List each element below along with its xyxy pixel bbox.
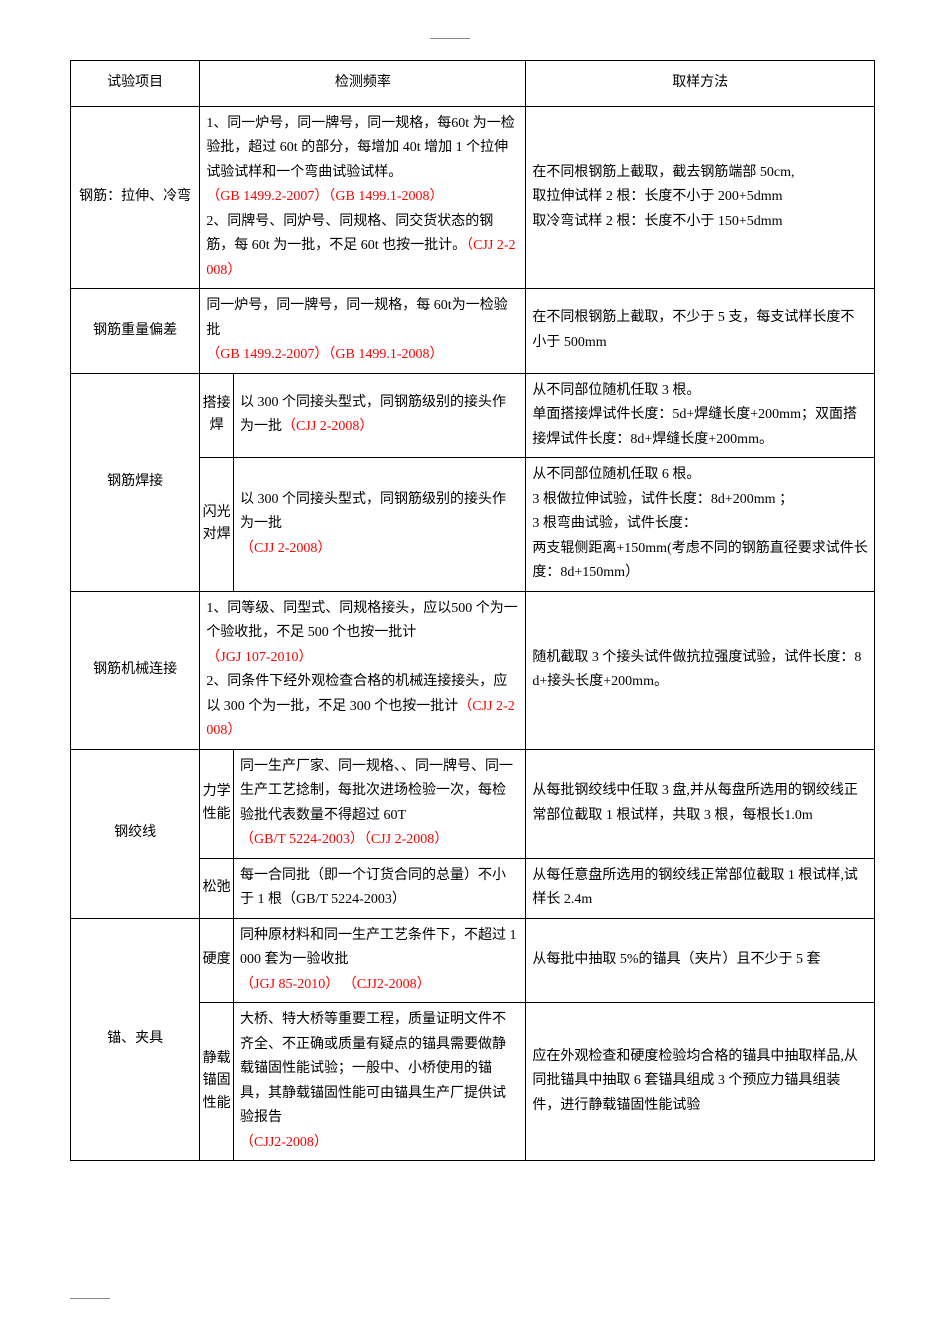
item-cell: 钢筋焊接 (71, 373, 200, 591)
freq-text: 1、同一炉号，同一牌号，同一规格，每60t 为一检验批，超过 60t 的部分，每… (206, 116, 514, 180)
sub-cell: 松弛 (200, 858, 234, 918)
sub-cell: 搭接焊 (200, 373, 234, 458)
method-cell: 从每任意盘所选用的钢绞线正常部位截取 1 根试样,试样长 2.4m (526, 858, 875, 918)
freq-cell: 同一生产厂家、同一规格、、同一牌号、同一生产工艺捻制，每批次进场检验一次，每检验… (234, 749, 526, 858)
table-row: 钢筋重量偏差 同一炉号，同一牌号，同一规格，每 60t为一检验批 （GB 149… (71, 289, 875, 374)
header-method: 取样方法 (526, 61, 875, 107)
main-table: 试验项目 检测频率 取样方法 钢筋：拉伸、冷弯 1、同一炉号，同一牌号，同一规格… (70, 60, 875, 1161)
freq-cell: 以 300 个同接头型式，同钢筋级别的接头作为一批（CJJ 2-2008） (234, 373, 526, 458)
freq-ref: （CJJ2-2008） (240, 1135, 328, 1150)
freq-text: 同一炉号，同一牌号，同一规格，每 60t为一检验批 (206, 298, 507, 338)
item-cell: 钢筋：拉伸、冷弯 (71, 106, 200, 289)
sub-cell: 静载锚固性能 (200, 1003, 234, 1161)
freq-text: 2、同牌号、同炉号、同规格、同交货状态的钢筋，每 60t 为一批，不足 60t … (206, 214, 493, 254)
method-cell: 在不同根钢筋上截取，不少于 5 支，每支试样长度不小于 500mm (526, 289, 875, 374)
method-text: 取冷弯试样 2 根：长度不小于 150+5dmm (532, 214, 782, 229)
item-cell: 钢筋重量偏差 (71, 289, 200, 374)
item-cell: 钢筋机械连接 (71, 591, 200, 749)
method-cell: 从不同部位随机任取 3 根。 单面搭接焊试件长度：5d+焊缝长度+200mm；双… (526, 373, 875, 458)
method-cell: 从每批钢绞线中任取 3 盘,并从每盘所选用的钢绞线正常部位截取 1 根试样，共取… (526, 749, 875, 858)
table-row: 钢筋机械连接 1、同等级、同型式、同规格接头，应以500 个为一个验收批，不足 … (71, 591, 875, 749)
method-cell: 应在外观检查和硬度检验均合格的锚具中抽取样品,从同批锚具中抽取 6 套锚具组成 … (526, 1003, 875, 1161)
method-cell: 在不同根钢筋上截取，截去钢筋端部 50cm, 取拉伸试样 2 根：长度不小于 2… (526, 106, 875, 289)
freq-text: 同种原材料和同一生产工艺条件下，不超过 1000 套为一验收批 (240, 928, 517, 968)
item-cell: 钢绞线 (71, 749, 200, 918)
freq-cell: 大桥、特大桥等重要工程，质量证明文件不齐全、不正确或质量有疑点的锚具需要做静载锚… (234, 1003, 526, 1161)
method-text: 3 根做拉伸试验，试件长度：8d+200mm ； (532, 492, 793, 507)
sub-cell: 硬度 (200, 918, 234, 1003)
method-cell: 随机截取 3 个接头试件做抗拉强度试验，试件长度：8d+接头长度+200mm。 (526, 591, 875, 749)
freq-text: 大桥、特大桥等重要工程，质量证明文件不齐全、不正确或质量有疑点的锚具需要做静载锚… (240, 1012, 506, 1125)
method-cell: 从不同部位随机任取 6 根。 3 根做拉伸试验，试件长度：8d+200mm ； … (526, 458, 875, 592)
sub-cell: 闪光对焊 (200, 458, 234, 592)
freq-cell: 同种原材料和同一生产工艺条件下，不超过 1000 套为一验收批 （JGJ 85-… (234, 918, 526, 1003)
header-rule (430, 38, 470, 39)
freq-ref: （GB 1499.2-2007）（GB 1499.1-2008） (206, 347, 443, 362)
method-cell: 从每批中抽取 5%的锚具（夹片）且不少于 5 套 (526, 918, 875, 1003)
table-row: 钢绞线 力学性能 同一生产厂家、同一规格、、同一牌号、同一生产工艺捻制，每批次进… (71, 749, 875, 858)
table-row: 钢筋焊接 搭接焊 以 300 个同接头型式，同钢筋级别的接头作为一批（CJJ 2… (71, 373, 875, 458)
method-text: 3 根弯曲试验，试件长度： (532, 516, 697, 531)
freq-ref: （CJJ 2-2008） (282, 419, 373, 434)
freq-cell: 1、同一炉号，同一牌号，同一规格，每60t 为一检验批，超过 60t 的部分，每… (200, 106, 526, 289)
freq-ref: （JGJ 85-2010） （CJJ2-2008） (240, 977, 431, 992)
freq-text: 1、同等级、同型式、同规格接头，应以500 个为一个验收批，不足 500 个也按… (206, 601, 518, 641)
method-text: 从不同部位随机任取 6 根。 (532, 467, 700, 482)
freq-ref: （GB/T 5224-2003）（CJJ 2-2008） (240, 832, 448, 847)
freq-ref: （CJJ 2-2008） (240, 541, 331, 556)
method-text: 取拉伸试样 2 根：长度不小于 200+5dmm (532, 189, 782, 204)
method-text: 单面搭接焊试件长度：5d+焊缝长度+200mm；双面搭接焊试件长度：8d+焊缝长… (532, 407, 857, 447)
header-freq: 检测频率 (200, 61, 526, 107)
freq-text: 以 300 个同接头型式，同钢筋级别的接头作为一批 (240, 492, 506, 532)
freq-cell: 同一炉号，同一牌号，同一规格，每 60t为一检验批 （GB 1499.2-200… (200, 289, 526, 374)
item-cell: 锚、夹具 (71, 918, 200, 1161)
method-text: 在不同根钢筋上截取，截去钢筋端部 50cm, (532, 165, 794, 180)
freq-text: 同一生产厂家、同一规格、、同一牌号、同一生产工艺捻制，每批次进场检验一次，每检验… (240, 759, 513, 823)
freq-cell: 以 300 个同接头型式，同钢筋级别的接头作为一批 （CJJ 2-2008） (234, 458, 526, 592)
footer-rule (70, 1298, 110, 1299)
freq-ref: （JGJ 107-2010） (206, 650, 312, 665)
freq-cell: 每一合同批（即一个订货合同的总量）不小于 1 根（GB/T 5224-2003） (234, 858, 526, 918)
page-container: 试验项目 检测频率 取样方法 钢筋：拉伸、冷弯 1、同一炉号，同一牌号，同一规格… (0, 0, 945, 1337)
table-row: 钢筋：拉伸、冷弯 1、同一炉号，同一牌号，同一规格，每60t 为一检验批，超过 … (71, 106, 875, 289)
method-text: 从不同部位随机任取 3 根。 (532, 383, 700, 398)
table-header-row: 试验项目 检测频率 取样方法 (71, 61, 875, 107)
freq-cell: 1、同等级、同型式、同规格接头，应以500 个为一个验收批，不足 500 个也按… (200, 591, 526, 749)
freq-ref: （GB 1499.2-2007）（GB 1499.1-2008） (206, 189, 443, 204)
sub-cell: 力学性能 (200, 749, 234, 858)
table-row: 锚、夹具 硬度 同种原材料和同一生产工艺条件下，不超过 1000 套为一验收批 … (71, 918, 875, 1003)
header-item: 试验项目 (71, 61, 200, 107)
method-text: 两支辊侧距离+150mm(考虑不同的钢筋直径要求试件长度：8d+150mm） (532, 541, 867, 581)
